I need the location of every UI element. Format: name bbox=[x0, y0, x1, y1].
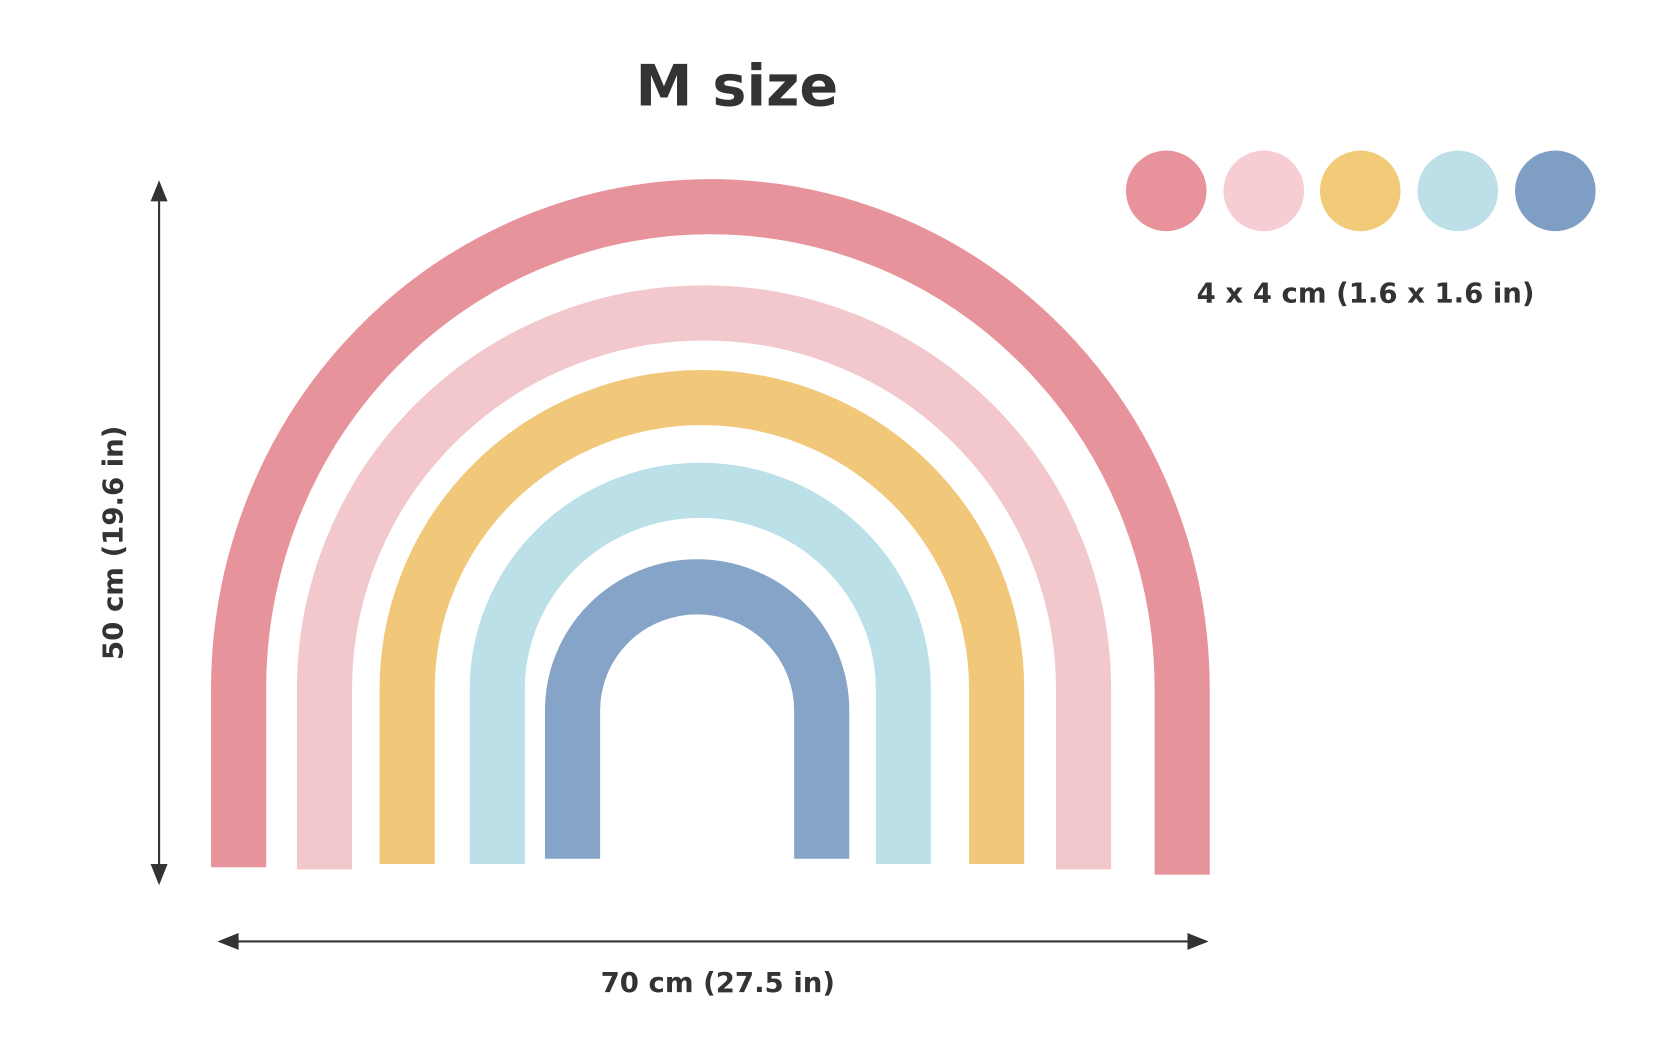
title: M size bbox=[636, 54, 839, 120]
red-arc bbox=[211, 179, 1210, 875]
light-blue-arc bbox=[469, 462, 931, 865]
dot bbox=[1223, 150, 1305, 232]
dot bbox=[1125, 150, 1207, 232]
width-arrow bbox=[217, 932, 1209, 950]
dot bbox=[1319, 150, 1401, 232]
dots-label: 4 x 4 cm (1.6 x 1.6 in) bbox=[1197, 278, 1535, 310]
height-arrow bbox=[150, 180, 168, 886]
dot bbox=[1515, 150, 1596, 232]
width-label: 70 cm (27.5 in) bbox=[601, 967, 835, 999]
yellow-arc bbox=[379, 370, 1025, 865]
pink-arc bbox=[296, 285, 1112, 870]
dot bbox=[1417, 150, 1499, 232]
blue-arc bbox=[544, 559, 850, 859]
height-label: 50 cm (19.6 in) bbox=[98, 426, 130, 660]
